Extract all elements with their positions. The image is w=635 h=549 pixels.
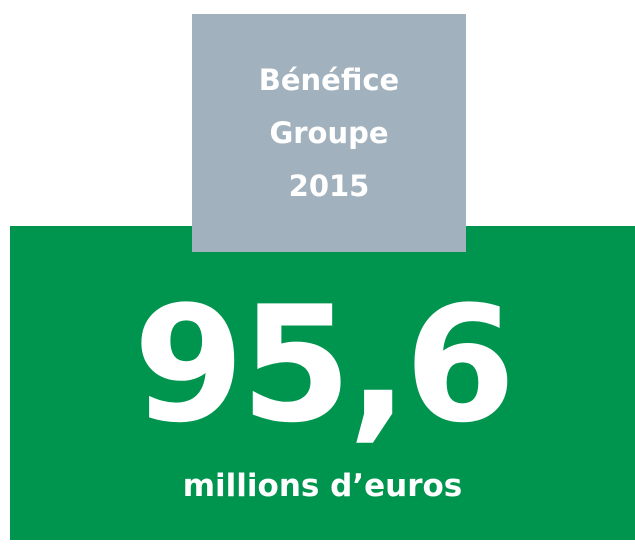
green-panel [10, 226, 635, 540]
header-line: 2015 [288, 168, 370, 203]
header-line: Bénéfice [258, 62, 400, 97]
figure-unit: millions d’euros [182, 468, 463, 504]
figure-value: 95,6 [133, 271, 516, 458]
header-line: Groupe [269, 115, 389, 150]
header-box: Bénéfice Groupe 2015 [192, 14, 466, 252]
